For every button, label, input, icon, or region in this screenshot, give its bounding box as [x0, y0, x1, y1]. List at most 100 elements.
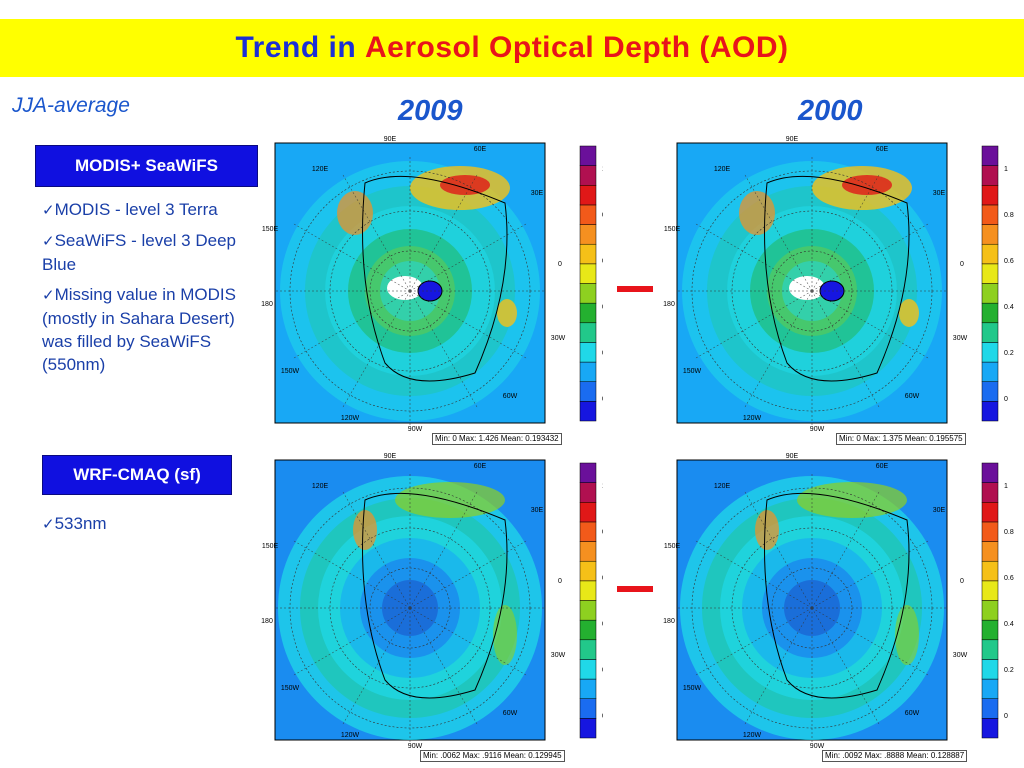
colorbar-swatch	[579, 322, 597, 343]
colorbar-tick-label: 0.6	[1004, 258, 1014, 265]
colorbar-tick-label: 0.2	[1004, 667, 1014, 674]
colorbar-swatch	[579, 659, 597, 680]
bullet-item: ✓MODIS - level 3 Terra	[42, 200, 218, 219]
colorbar-tick-label: 0.8	[1004, 212, 1014, 219]
svg-text:0: 0	[558, 578, 562, 585]
colorbar-tick-label: 0.4	[1004, 621, 1014, 628]
colorbar-swatch	[579, 224, 597, 245]
svg-text:90W: 90W	[810, 426, 825, 433]
check-icon: ✓	[42, 232, 55, 250]
svg-text:120W: 120W	[743, 732, 762, 739]
colorbar-tick-label: 0	[602, 713, 603, 720]
aod-map-cmaq-2009: 90E 60E 120E 30E 150E 0 180 30W 150W 60W 120W 90W 1 0…	[261, 453, 603, 750]
bullet-list-cmaq: ✓533nm	[42, 512, 242, 543]
svg-text:90W: 90W	[408, 426, 423, 433]
svg-text:90E: 90E	[384, 453, 397, 460]
svg-text:30E: 30E	[933, 507, 946, 514]
svg-text:30E: 30E	[531, 507, 544, 514]
svg-text:150E: 150E	[262, 226, 279, 233]
colorbar-swatch	[579, 204, 597, 225]
svg-text:120W: 120W	[341, 732, 360, 739]
colorbar-swatch	[579, 145, 597, 166]
minus-sign-bottom	[617, 586, 653, 592]
colorbar-swatch	[981, 698, 999, 719]
colorbar-swatch	[981, 302, 999, 324]
colorbar-tick-label: 0.2	[602, 667, 603, 674]
colorbar-tick-label: 0	[1004, 713, 1008, 720]
svg-text:150W: 150W	[683, 368, 702, 375]
svg-text:30E: 30E	[933, 190, 946, 197]
colorbar-tick-label: 0.6	[1004, 575, 1014, 582]
colorbar-tick-label: 0.4	[602, 304, 603, 311]
colorbar-swatch	[579, 718, 597, 739]
colorbar-swatch	[579, 263, 597, 284]
colorbar-tick-label: 0.6	[602, 575, 603, 582]
svg-text:0: 0	[558, 261, 562, 268]
svg-text:30W: 30W	[953, 335, 968, 342]
colorbar-swatch	[579, 302, 597, 324]
slide-title: Trend in Aerosol Optical Depth (AOD)	[0, 19, 1024, 77]
colorbar-swatch	[579, 342, 597, 363]
colorbar-swatch	[579, 361, 597, 382]
colorbar-tick-label: 0	[1004, 396, 1008, 403]
colorbar-swatch	[579, 165, 597, 186]
colorbar-swatch	[579, 639, 597, 660]
colorbar-tick-label: 1	[602, 483, 603, 490]
svg-text:90E: 90E	[786, 136, 799, 143]
svg-text:90E: 90E	[786, 453, 799, 460]
colorbar-swatch	[981, 243, 999, 265]
svg-text:180: 180	[261, 301, 273, 308]
colorbar-swatch	[981, 204, 999, 225]
colorbar-swatch	[579, 541, 597, 562]
year-label-right: 2000	[798, 95, 863, 127]
colorbar-swatch	[981, 659, 999, 680]
svg-text:180: 180	[261, 618, 273, 625]
stats-cmaq-2000: Min: .0092 Max: .8888 Mean: 0.128887	[822, 750, 968, 762]
colorbar-swatch	[981, 678, 999, 699]
svg-text:150W: 150W	[281, 685, 300, 692]
aod-map-cmaq-2000: 90E 60E 120E 30E 150E 0 180 30W 150W 60W 120W 90W 1 0…	[663, 453, 1014, 750]
svg-text:90E: 90E	[384, 136, 397, 143]
colorbar-swatch	[579, 381, 597, 402]
svg-text:120W: 120W	[743, 415, 762, 422]
colorbar-tick-label: 0	[602, 396, 603, 403]
svg-text:120E: 120E	[714, 166, 731, 173]
colorbar-tick-label: 1	[1004, 166, 1008, 173]
svg-text:120E: 120E	[312, 483, 329, 490]
svg-text:180: 180	[663, 618, 675, 625]
colorbar-swatch	[981, 263, 999, 284]
svg-text:60E: 60E	[474, 146, 487, 153]
colorbar-swatch	[981, 580, 999, 601]
svg-text:60E: 60E	[876, 463, 889, 470]
colorbar-swatch	[981, 185, 999, 206]
colorbar-swatch	[579, 185, 597, 206]
svg-text:60E: 60E	[474, 463, 487, 470]
bullet-item: ✓533nm	[42, 514, 107, 533]
colorbar-swatch	[981, 619, 999, 641]
bullet-item: ✓Missing value in MODIS (mostly in Sahar…	[42, 285, 236, 374]
colorbar-tick-label: 0.2	[1004, 350, 1014, 357]
svg-text:60E: 60E	[876, 146, 889, 153]
svg-text:150E: 150E	[262, 543, 279, 550]
year-label-left: 2009	[398, 95, 463, 127]
bullet-list-modis: ✓MODIS - level 3 Terra ✓SeaWiFS - level …	[42, 198, 267, 383]
colorbar-swatch	[981, 322, 999, 343]
colorbar-swatch	[579, 678, 597, 699]
svg-text:120W: 120W	[341, 415, 360, 422]
colorbar-tick-label: 1	[1004, 483, 1008, 490]
subtitle-jja: JJA-average	[12, 94, 130, 117]
colorbar-tick-label: 0.4	[1004, 304, 1014, 311]
colorbar-swatch	[981, 401, 999, 422]
svg-text:30E: 30E	[531, 190, 544, 197]
section-heading-cmaq: WRF-CMAQ (sf)	[42, 455, 232, 495]
svg-text:150W: 150W	[683, 685, 702, 692]
svg-text:60W: 60W	[905, 393, 920, 400]
colorbar-swatch	[579, 580, 597, 601]
svg-text:60W: 60W	[503, 710, 518, 717]
check-icon: ✓	[42, 286, 55, 304]
colorbar-swatch	[579, 283, 597, 304]
colorbar-swatch	[579, 560, 597, 582]
bullet-item: ✓SeaWiFS - level 3 Deep Blue	[42, 231, 236, 274]
colorbar-tick-label: 1	[602, 166, 603, 173]
colorbar-tick-label: 0.8	[602, 529, 603, 536]
